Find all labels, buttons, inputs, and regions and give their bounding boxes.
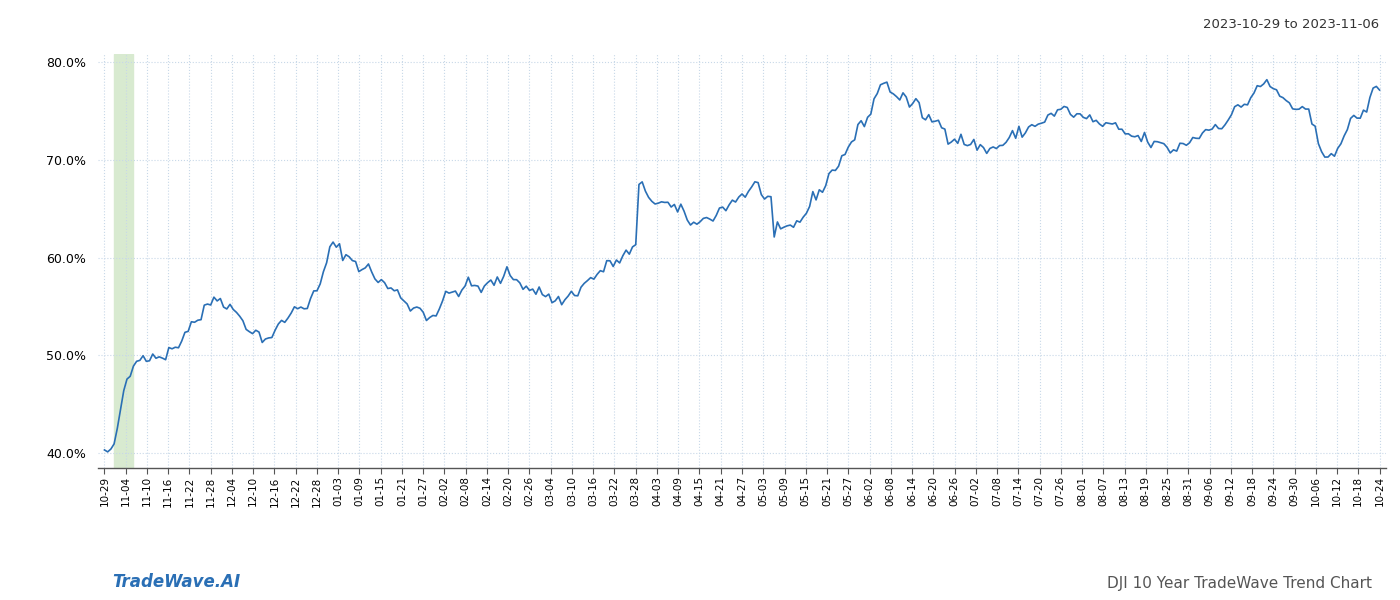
Text: DJI 10 Year TradeWave Trend Chart: DJI 10 Year TradeWave Trend Chart — [1107, 576, 1372, 591]
Text: 2023-10-29 to 2023-11-06: 2023-10-29 to 2023-11-06 — [1203, 18, 1379, 31]
Bar — [115, 54, 133, 468]
Text: TradeWave.AI: TradeWave.AI — [112, 573, 241, 591]
